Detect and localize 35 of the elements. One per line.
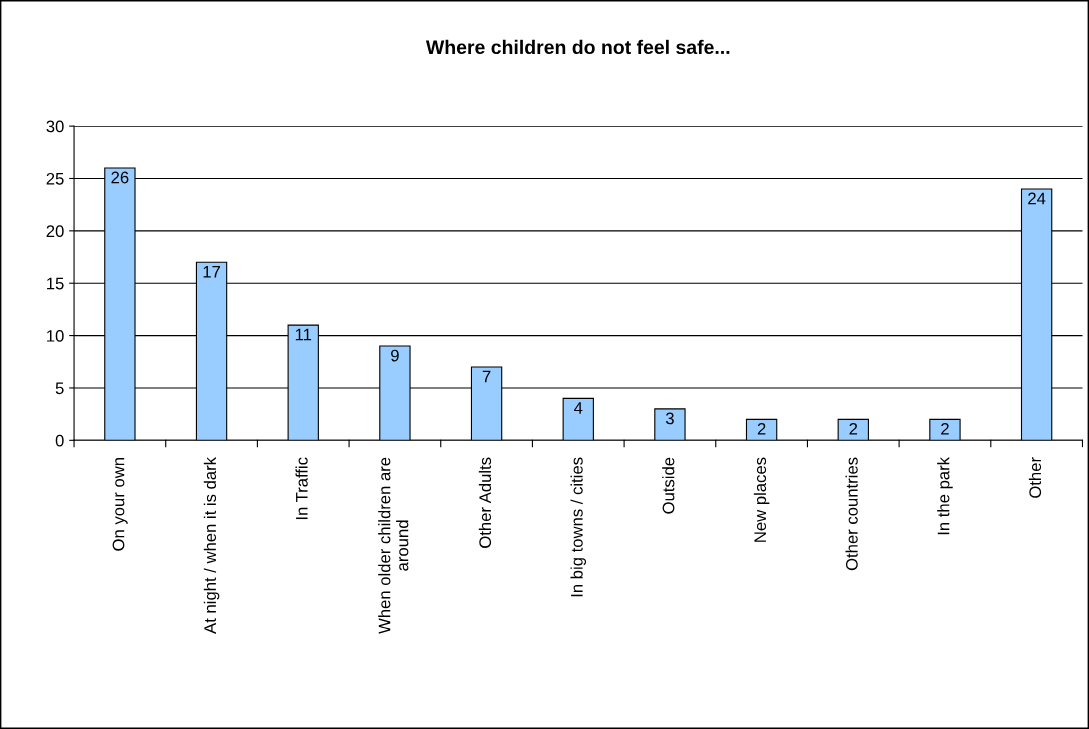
x-tick-label: Other countries: [845, 457, 858, 571]
data-label: 7: [482, 370, 491, 383]
x-tick-label: On your own: [112, 458, 128, 551]
bar: [654, 408, 686, 441]
bar: [929, 418, 961, 441]
y-tick-label: 30: [46, 120, 64, 133]
data-label: 2: [941, 422, 949, 435]
x-tick-label: When older children are around: [378, 457, 409, 634]
y-tick-label: 20: [46, 225, 64, 238]
y-tick-label: 0: [55, 434, 64, 447]
x-tick-label: Other: [1028, 457, 1042, 498]
x-tick-label: Outside: [662, 457, 675, 514]
y-tick-label: 25: [46, 172, 64, 185]
data-label: 9: [391, 349, 399, 362]
data-label: 3: [665, 412, 674, 425]
x-tick-label: In the park: [937, 456, 953, 535]
bar: [562, 397, 594, 441]
data-label: 17: [203, 266, 220, 278]
data-label: 2: [849, 422, 858, 435]
data-label: 24: [1028, 192, 1046, 205]
bar: [745, 418, 778, 441]
y-tick-label: 15: [47, 277, 64, 290]
bar: [837, 418, 869, 441]
data-label: 2: [757, 422, 766, 435]
x-tick-label: In big towns / cities: [570, 457, 587, 597]
x-tick-label: Other Adults: [478, 457, 492, 548]
data-label: 11: [295, 328, 312, 341]
y-tick-label: 10: [47, 329, 64, 342]
x-tick-label: New places: [753, 457, 770, 542]
x-tick-label: In Traffic: [295, 457, 308, 520]
chart-title: Where children do not feel safe...: [425, 39, 730, 55]
data-label: 26: [111, 171, 129, 184]
x-tick-label: At night / when it is dark: [203, 456, 220, 634]
data-label: 4: [574, 402, 583, 414]
y-tick-label: 5: [55, 382, 64, 395]
